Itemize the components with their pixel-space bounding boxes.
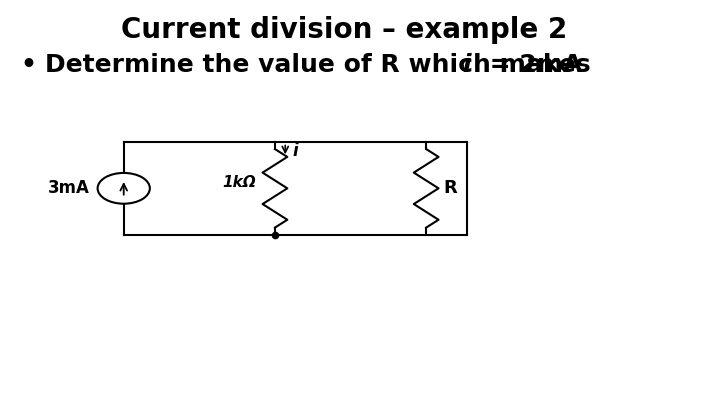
Text: = 2mA: = 2mA (481, 53, 582, 77)
Text: R: R (444, 179, 457, 197)
Text: 3mA: 3mA (48, 179, 89, 197)
Text: i: i (292, 142, 298, 160)
Text: Determine the value of R which makes: Determine the value of R which makes (45, 53, 599, 77)
Text: •: • (21, 53, 37, 77)
Text: 1kΩ: 1kΩ (222, 175, 256, 190)
Text: Current division – example 2: Current division – example 2 (120, 16, 567, 44)
Text: i: i (462, 53, 471, 77)
